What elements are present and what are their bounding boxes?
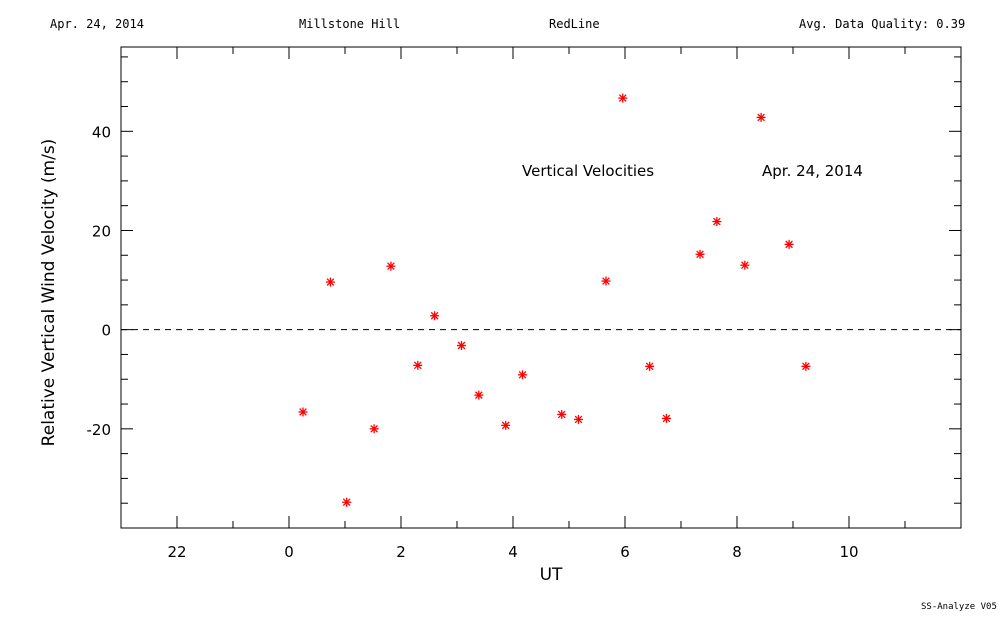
footer-version: SS-Analyze V05 <box>921 602 997 612</box>
data-point <box>413 360 423 370</box>
y-tick-label: -20 <box>87 421 112 439</box>
y-tick-labels: -20 0 20 40 <box>87 123 112 439</box>
data-point <box>369 424 379 434</box>
x-axis-title: UT <box>540 565 563 585</box>
data-point <box>645 361 655 371</box>
data-point <box>712 217 722 227</box>
data-point <box>574 414 584 424</box>
y-tick-label: 20 <box>92 222 111 240</box>
x-tick-label: 0 <box>284 543 294 561</box>
data-point <box>298 407 308 417</box>
data-point <box>430 311 440 321</box>
x-tick-label: 10 <box>839 543 858 561</box>
plot-frame <box>120 46 962 529</box>
header-site: Millstone Hill <box>299 17 401 31</box>
x-tick-labels: 22 0 2 4 6 8 10 <box>167 543 858 561</box>
header-date: Apr. 24, 2014 <box>50 17 144 31</box>
x-tick-label: 4 <box>508 543 518 561</box>
data-point <box>801 361 811 371</box>
data-point <box>557 409 567 419</box>
y-axis-title: Relative Vertical Wind Velocity (m/s) <box>39 139 59 447</box>
y-tick-label: 40 <box>92 123 111 141</box>
x-tick-label: 22 <box>167 543 186 561</box>
header-line: RedLine <box>549 17 600 31</box>
data-point <box>386 261 396 271</box>
data-point <box>740 260 750 270</box>
x-tick-label: 8 <box>732 543 742 561</box>
header-quality: Avg. Data Quality: 0.39 <box>799 17 966 31</box>
data-point <box>342 497 352 507</box>
data-point <box>756 112 766 122</box>
data-point <box>695 249 705 259</box>
data-point <box>601 276 611 286</box>
data-point <box>618 93 628 103</box>
data-point <box>518 370 528 380</box>
data-point <box>474 390 484 400</box>
axis-ticks <box>121 47 961 528</box>
x-tick-label: 2 <box>396 543 406 561</box>
data-point <box>661 413 671 423</box>
data-points <box>298 93 811 507</box>
x-tick-label: 6 <box>620 543 630 561</box>
data-point <box>456 341 466 351</box>
data-point <box>501 420 511 430</box>
annotation-title: Vertical Velocities <box>522 162 654 180</box>
y-tick-label: 0 <box>101 322 111 340</box>
annotation-date: Apr. 24, 2014 <box>762 162 863 180</box>
data-point <box>784 239 794 249</box>
data-point <box>325 277 335 287</box>
